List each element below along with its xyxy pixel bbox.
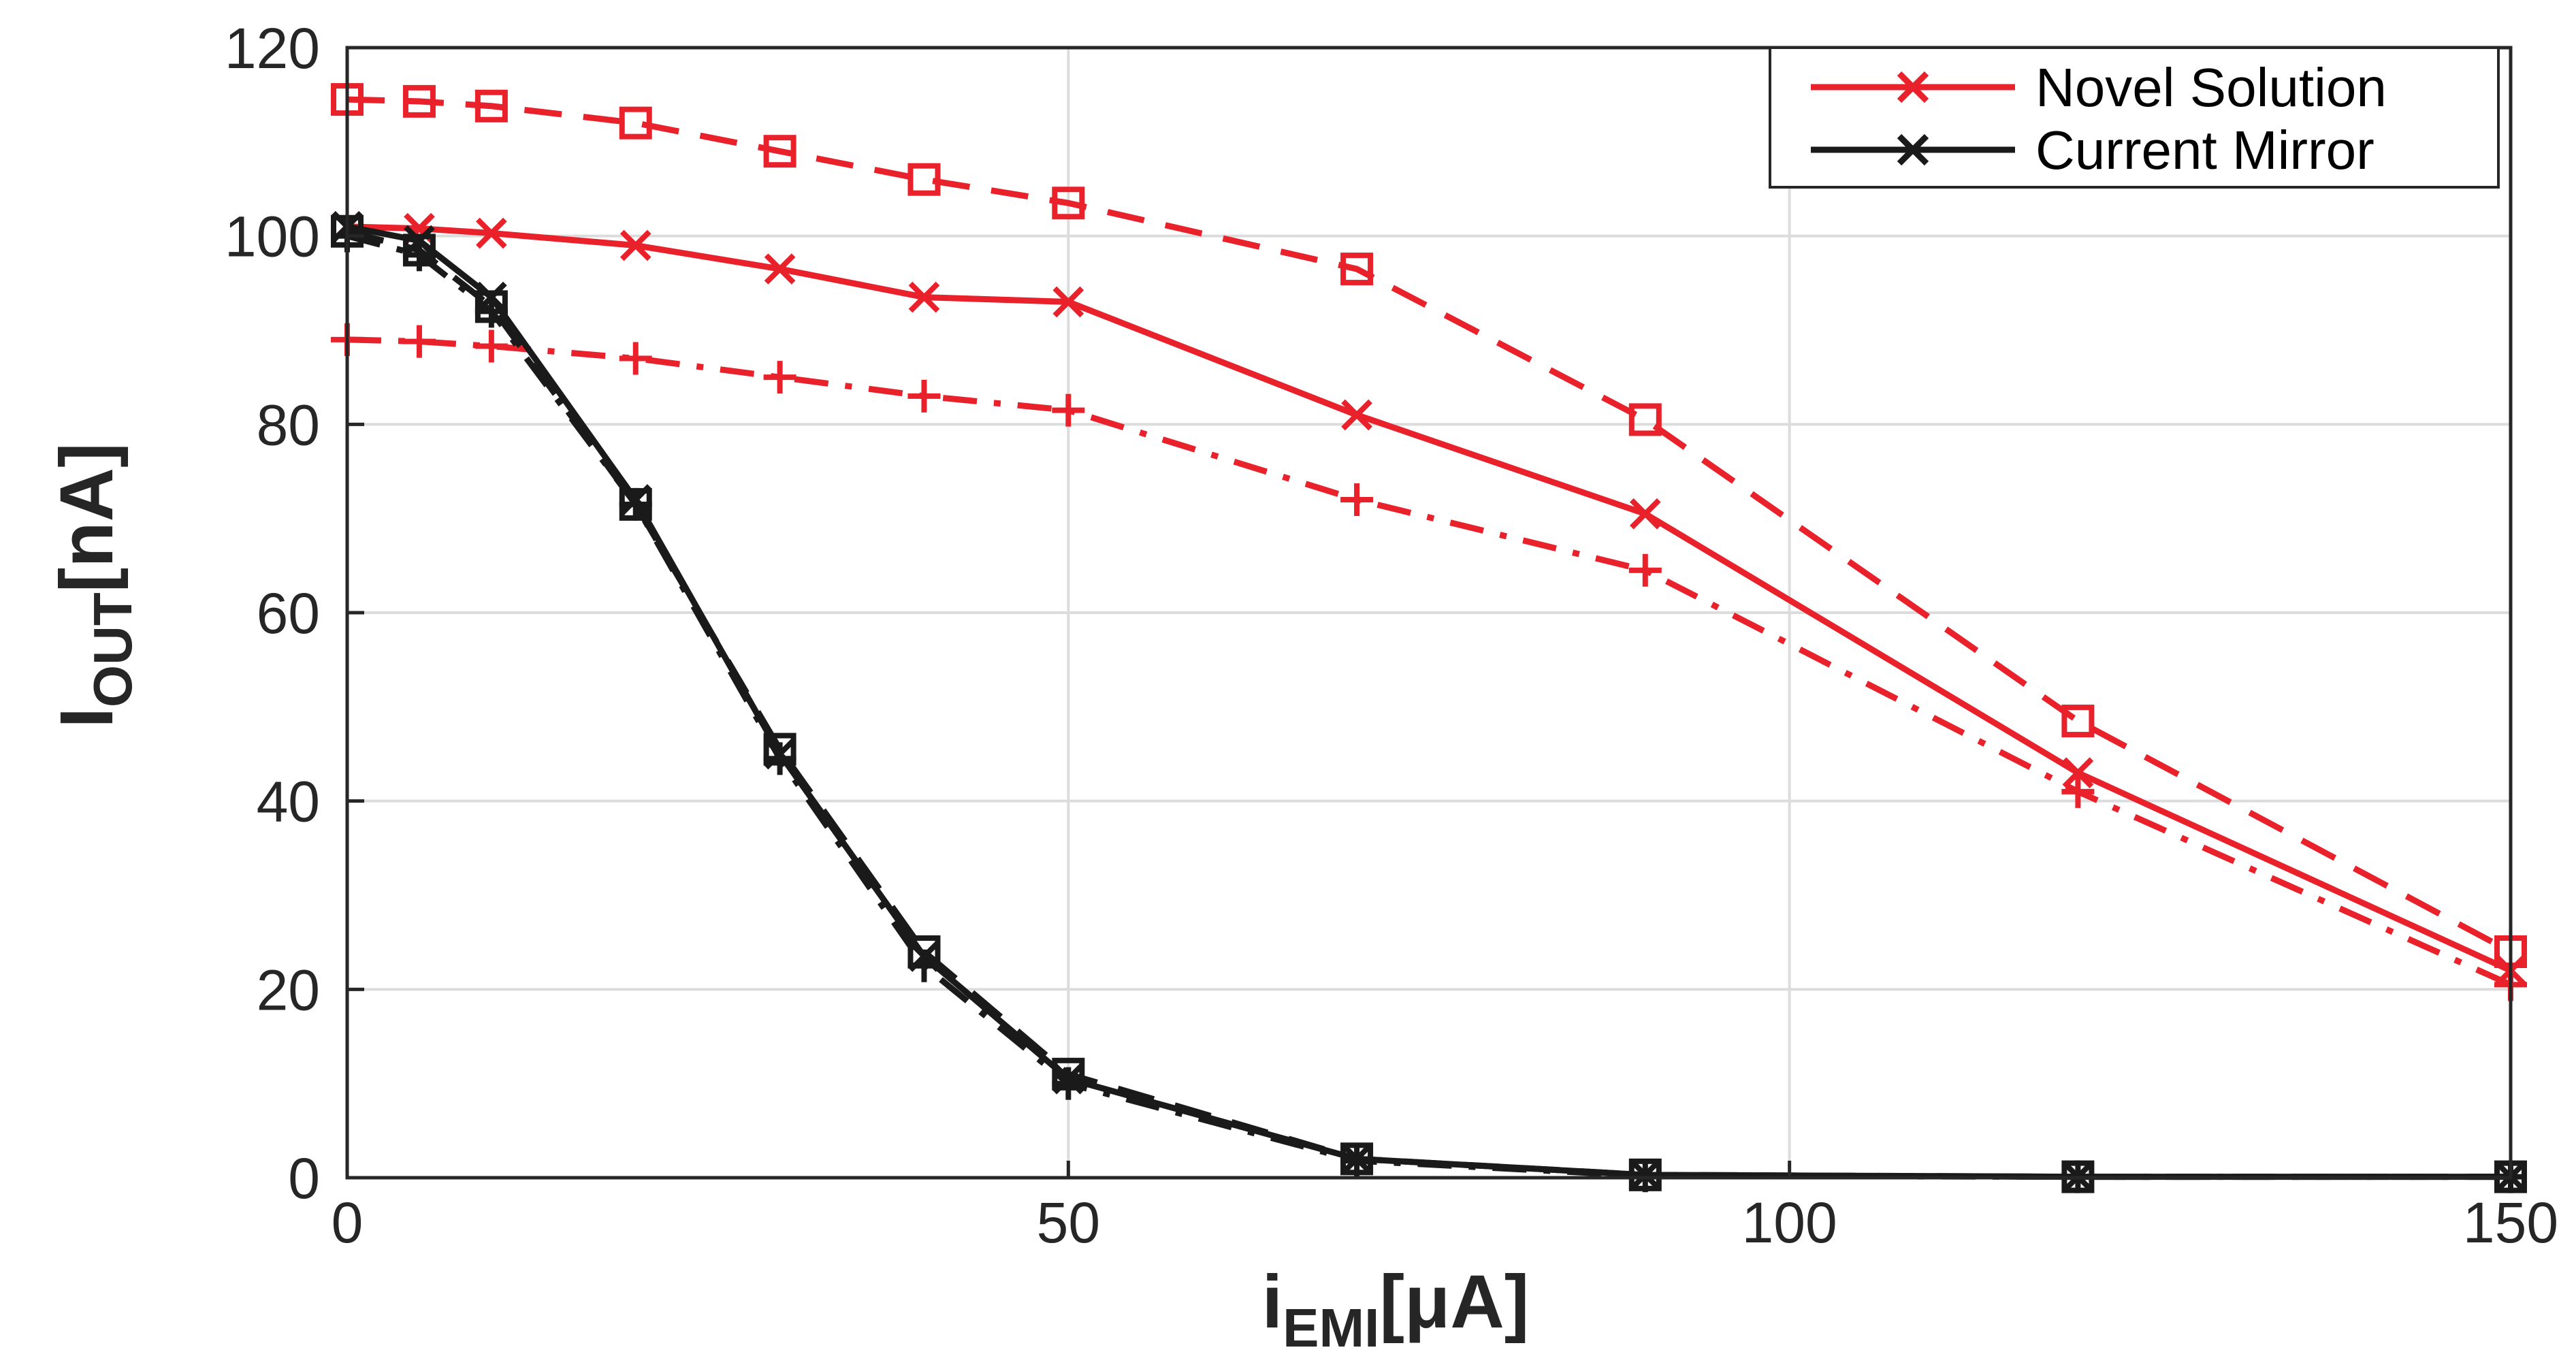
grid bbox=[346, 46, 2512, 1179]
legend: Novel Solution Current Mirror bbox=[1769, 46, 2500, 189]
data-point bbox=[1628, 1159, 1662, 1193]
data-point bbox=[1052, 286, 1084, 318]
data-point bbox=[907, 379, 941, 413]
data-point bbox=[619, 106, 652, 140]
series-5 bbox=[331, 219, 2527, 1193]
data-point bbox=[1628, 403, 1662, 436]
data-point bbox=[402, 84, 436, 118]
x-axis-label-sub: EMI bbox=[1283, 1298, 1379, 1358]
data-point bbox=[1340, 1144, 1374, 1178]
data-point bbox=[1340, 483, 1374, 516]
data-point bbox=[474, 295, 508, 328]
y-axis-label-unit: [nA] bbox=[45, 442, 129, 592]
data-point bbox=[474, 89, 508, 123]
data-point bbox=[1052, 1067, 1085, 1100]
legend-marker-novel bbox=[1897, 71, 1929, 103]
series-line bbox=[346, 228, 2511, 1180]
x-tick-label: 100 bbox=[1742, 1191, 1837, 1255]
series-group bbox=[331, 83, 2527, 1193]
data-point bbox=[474, 329, 508, 363]
series-0 bbox=[332, 211, 2526, 986]
data-point bbox=[1052, 187, 1085, 220]
y-axis-label: IOUT[nA] bbox=[45, 442, 143, 728]
legend-marker-mirror bbox=[1897, 133, 1929, 166]
data-point bbox=[2061, 705, 2095, 738]
series-line bbox=[347, 96, 2513, 954]
y-axis-label-sub: OUT bbox=[82, 592, 143, 707]
data-point bbox=[764, 253, 796, 285]
data-point bbox=[907, 163, 941, 196]
data-point bbox=[619, 229, 651, 261]
y-tick-label: 40 bbox=[257, 770, 320, 834]
y-tick-label: 60 bbox=[257, 581, 320, 645]
data-point bbox=[908, 281, 940, 313]
y-axis-label-main: I bbox=[45, 707, 129, 728]
data-point bbox=[1340, 253, 1374, 286]
data-point bbox=[476, 217, 507, 249]
y-tick-label: 0 bbox=[288, 1146, 320, 1210]
series-line bbox=[347, 223, 2511, 1180]
x-tick-label: 150 bbox=[2463, 1191, 2558, 1255]
data-point bbox=[907, 949, 941, 982]
x-axis-label-main: i bbox=[1262, 1260, 1283, 1344]
y-tick-label: 120 bbox=[225, 16, 320, 80]
legend-box bbox=[1769, 46, 2500, 189]
data-point bbox=[2061, 775, 2095, 808]
series-line bbox=[347, 336, 2512, 988]
data-point bbox=[402, 325, 436, 358]
data-point bbox=[1341, 399, 1372, 431]
y-tick-label: 20 bbox=[257, 958, 320, 1022]
tick-labels: 0 50 100 150 0 20 40 60 80 100 120 bbox=[225, 16, 2558, 1255]
legend-label-mirror: Current Mirror bbox=[2035, 120, 2374, 180]
data-point bbox=[763, 361, 796, 394]
legend-label-novel: Novel Solution bbox=[2035, 57, 2387, 118]
x-tick-label: 0 bbox=[332, 1191, 364, 1255]
data-point bbox=[763, 742, 796, 775]
data-point bbox=[619, 342, 652, 375]
series-line bbox=[347, 223, 2512, 973]
x-tick-label: 50 bbox=[1037, 1191, 1100, 1255]
x-axis-label-unit: [μA] bbox=[1379, 1260, 1529, 1344]
data-point bbox=[1052, 393, 1085, 427]
series-1 bbox=[331, 83, 2527, 968]
y-tick-label: 100 bbox=[225, 205, 320, 269]
y-tick-label: 80 bbox=[257, 393, 320, 457]
data-point bbox=[1629, 498, 1661, 530]
data-point bbox=[2062, 757, 2094, 788]
data-point bbox=[402, 238, 436, 272]
data-point bbox=[763, 135, 796, 168]
x-axis-label: iEMI[μA] bbox=[1262, 1260, 1530, 1358]
series-line bbox=[346, 233, 2511, 1180]
data-point bbox=[619, 487, 652, 521]
data-point bbox=[1628, 553, 1662, 587]
